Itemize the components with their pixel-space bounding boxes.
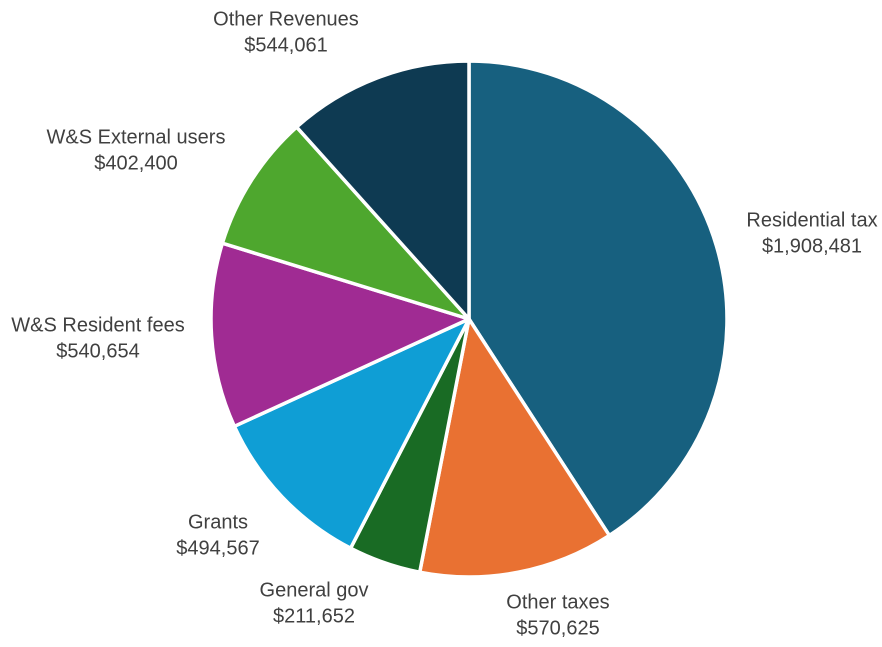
slice-label-w-s-external-users: W&S External users: [47, 126, 226, 148]
slice-label-residential-tax: Residential tax: [746, 209, 877, 231]
pie-slice-w-s-external-users: [220, 125, 471, 321]
slice-value-residential-tax: $1,908,481: [762, 235, 862, 257]
slice-label-other-revenues: Other Revenues: [213, 8, 359, 30]
slice-value-general-gov: $211,652: [273, 605, 355, 627]
slice-value-w-s-resident-fees: $540,654: [56, 340, 139, 362]
pie-slice-grants: [232, 317, 471, 550]
slice-value-w-s-external-users: $402,400: [94, 152, 177, 174]
pie-slice-other-revenues: [294, 59, 471, 321]
slice-value-other-taxes: $570,625: [516, 617, 599, 639]
pie-slices: [209, 59, 729, 579]
pie-slice-other-taxes: [417, 317, 612, 579]
slice-label-w-s-resident-fees: W&S Resident fees: [11, 314, 184, 336]
slice-label-general-gov: General gov: [260, 579, 369, 601]
slice-value-grants: $494,567: [176, 537, 259, 559]
slice-value-other-revenues: $544,061: [244, 34, 327, 56]
slice-label-other-taxes: Other taxes: [506, 591, 609, 613]
pie-slice-w-s-resident-fees: [209, 241, 471, 429]
pie-labels: Residential tax $1,908,481 Other taxes $570…: [11, 8, 877, 639]
slice-label-grants: Grants: [188, 511, 248, 533]
